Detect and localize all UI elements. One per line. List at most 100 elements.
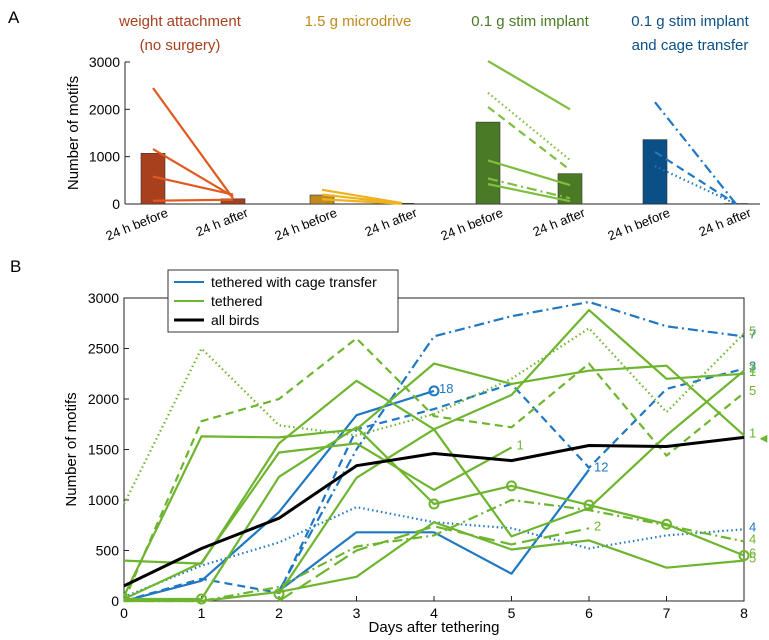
panel-a-group-title: 0.1 g stim implant xyxy=(631,13,749,30)
panel-a-y-tick-label: 1000 xyxy=(89,149,120,165)
panel-a-bird-line xyxy=(152,198,234,202)
legend-box xyxy=(167,269,399,333)
panel-a-bird-line xyxy=(152,148,234,198)
panel-a-group-title: (no surgery) xyxy=(140,37,221,54)
series-end-label: 3 xyxy=(749,359,756,374)
series-end-label: 5 xyxy=(749,551,756,566)
panel-a-marks: 24 h before 24 h after 24 h before 24 h aft… xyxy=(104,60,754,244)
panel-a-group-titles: weight attachment (no surgery) 1.5 g micro… xyxy=(118,13,749,54)
panel-a-bird-line xyxy=(152,87,234,199)
series-end-label: 5 xyxy=(749,323,756,338)
panel-a-bird-line xyxy=(152,175,234,196)
panel-a-group-title: weight attachment xyxy=(118,13,242,30)
series-end-label: 4 xyxy=(749,531,756,546)
panel-a-label: A xyxy=(8,8,20,27)
panel-b-x-tick-label: 5 xyxy=(508,605,516,621)
tethered-bird-line xyxy=(124,521,745,603)
all-birds-arrow-marker: ◄ xyxy=(757,430,769,445)
data-point-marker xyxy=(428,385,440,397)
legend-entry-label: all birds xyxy=(211,312,259,328)
panel-b-y-tick-label: 3000 xyxy=(88,290,119,306)
series-end-label: 2 xyxy=(749,361,756,376)
panel-a-group-title: 0.1 g stim implant xyxy=(471,13,589,30)
panel-a-bird-line xyxy=(487,183,571,203)
panel-a-bird-line xyxy=(487,177,571,200)
data-point-marker xyxy=(273,588,285,600)
all-birds-line xyxy=(123,435,745,588)
data-point-marker xyxy=(506,480,517,492)
series-end-label: 12 xyxy=(594,460,608,475)
panel-a-bar xyxy=(220,198,246,205)
panel-b-x-tick-label: 0 xyxy=(120,605,128,621)
panel-b-y-tick-label: 2500 xyxy=(88,341,119,357)
panel-b-x-tick-label: 1 xyxy=(198,605,206,621)
data-point-marker xyxy=(428,498,440,510)
panel-a-x-tick-label: 24 h after xyxy=(531,205,588,240)
panel-a-bird-line xyxy=(654,165,737,205)
panel-b-legend: tethered with cage transfer tethered all b… xyxy=(167,269,399,333)
data-point-marker xyxy=(738,550,750,562)
cage-transfer-bird-line xyxy=(278,300,745,592)
panel-b-x-tick-label: 6 xyxy=(585,605,593,621)
data-point-marker xyxy=(661,518,672,530)
panel-a-y-tick-label: 2000 xyxy=(89,101,120,117)
panel-a-group-title: 1.5 g microdrive xyxy=(305,13,412,30)
panel-b-label: B xyxy=(10,257,21,276)
panel-a-y-axis-label: Number of motifs xyxy=(65,76,82,190)
tethered-bird-line xyxy=(124,498,745,603)
panel-a-x-tick-label: 24 h before xyxy=(273,205,340,244)
series-end-label: 18 xyxy=(439,381,453,396)
panel-a-bird-line xyxy=(487,159,571,187)
panel-a-group-title: and cage transfer xyxy=(632,37,749,54)
panel-a-x-tick-label: 24 h before xyxy=(439,205,506,244)
cage-transfer-bird-line xyxy=(123,389,435,603)
panel-a-x-tick-label: 24 h before xyxy=(606,205,673,244)
panel-a-x-tick-label: 24 h after xyxy=(363,205,420,240)
panel-a-x-tick-label: 24 h after xyxy=(697,205,754,240)
tethered-bird-line xyxy=(122,337,745,602)
legend-entry-label: tethered xyxy=(211,293,262,309)
panel-b-y-tick-label: 500 xyxy=(96,543,120,559)
tethered-bird-line xyxy=(123,327,745,505)
tethered-bird-line xyxy=(124,426,745,601)
series-end-label: 7 xyxy=(749,326,756,341)
panel-a-bar xyxy=(642,139,668,205)
series-end-label: 2 xyxy=(594,518,601,533)
tethered-bird-line xyxy=(278,525,590,602)
panel-b-y-tick-label: 0 xyxy=(111,593,119,609)
panel-a-bird-line xyxy=(654,101,737,205)
panel-a-chart: weight attachment (no surgery) 1.5 g micro… xyxy=(65,13,760,243)
series-end-label: 1 xyxy=(749,425,756,440)
series-end-label: 6 xyxy=(749,546,756,561)
panel-a-x-tick-label: 24 h after xyxy=(194,205,251,240)
panel-b-x-tick-label: 8 xyxy=(740,605,748,621)
tethered-bird-line xyxy=(123,442,513,600)
panel-b-y-axis-label: Number of motifs xyxy=(63,392,80,506)
panel-b-y-tick-label: 1500 xyxy=(88,442,119,458)
panel-b-y-tick-label: 1000 xyxy=(88,492,119,508)
series-end-label: 5 xyxy=(749,383,756,398)
panel-b-end-labels: 18 12 7 3 4 5 5 1 1 1 6 2 4 5 2 ◄ xyxy=(439,323,769,565)
panel-a-y-tick-label: 0 xyxy=(112,196,120,212)
panel-b-x-tick-label: 4 xyxy=(430,605,438,621)
panel-a-bird-line xyxy=(487,60,571,111)
panel-b-y-tick-label: 2000 xyxy=(88,391,119,407)
panel-b-x-tick-label: 3 xyxy=(353,605,361,621)
data-point-marker xyxy=(196,593,207,605)
panel-a-bird-line xyxy=(321,188,403,205)
legend-entry-label: tethered with cage transfer xyxy=(211,274,377,290)
panel-a-bird-line xyxy=(321,198,403,205)
panel-b-x-tick-label: 2 xyxy=(275,605,283,621)
tethered-bird-line xyxy=(278,369,745,595)
tethered-bird-line xyxy=(123,362,745,597)
panel-b-x-tick-label: 7 xyxy=(663,605,671,621)
panel-a-bird-line xyxy=(654,151,737,205)
cage-transfer-bird-line xyxy=(123,367,745,603)
series-end-label: 1 xyxy=(749,364,756,379)
panel-a-y-tick-label: 3000 xyxy=(89,54,120,70)
series-end-label: 1 xyxy=(517,437,524,452)
panel-a-bird-line xyxy=(487,106,571,171)
